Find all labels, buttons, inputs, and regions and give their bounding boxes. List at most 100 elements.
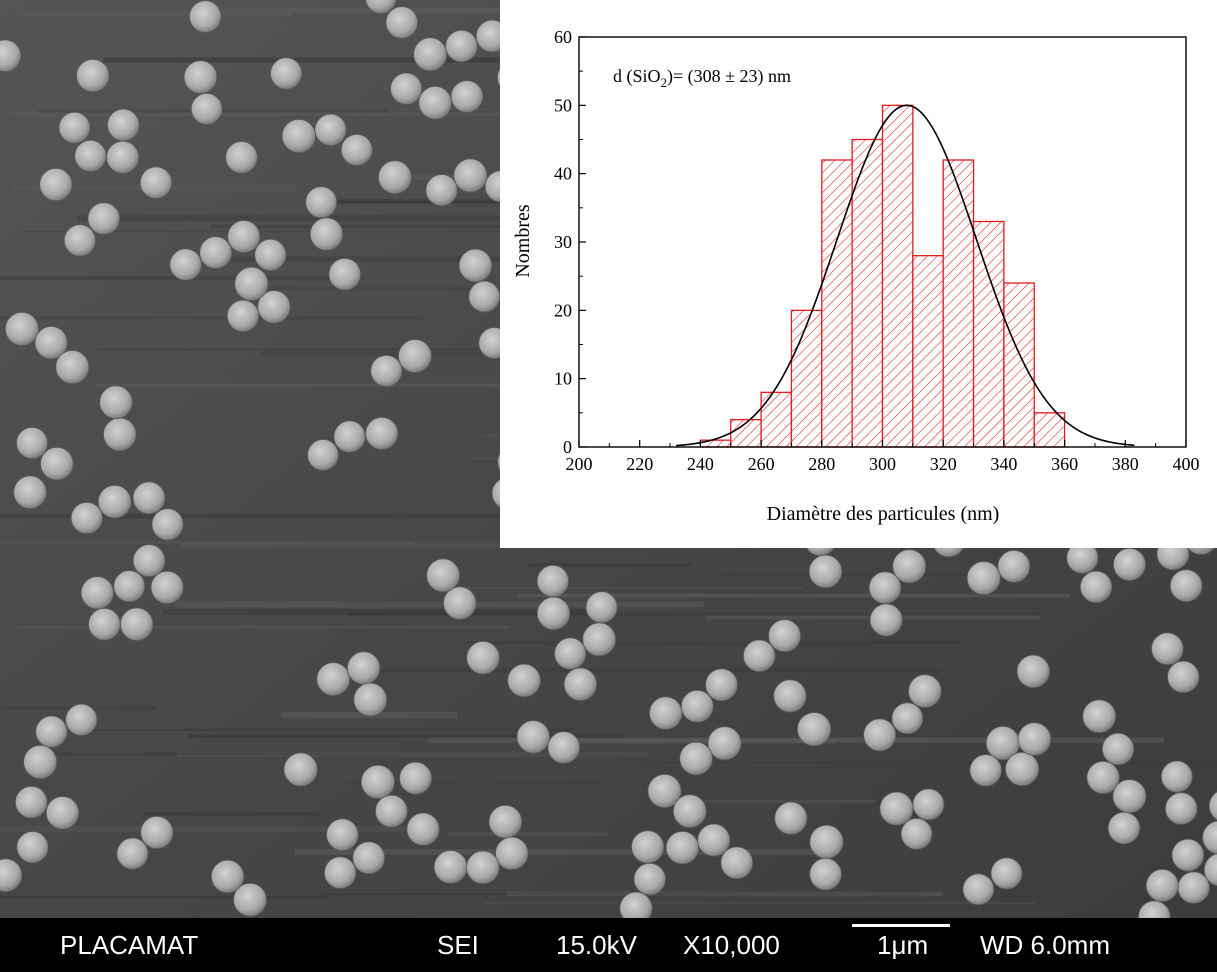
- silica-particle: [468, 280, 501, 313]
- silica-particle: [1160, 760, 1193, 793]
- silica-particle: [365, 416, 399, 450]
- silica-particle: [347, 651, 381, 685]
- silica-particle: [316, 662, 351, 696]
- scan-streak: [0, 316, 423, 320]
- silica-particle: [309, 217, 344, 251]
- silica-particle: [796, 712, 832, 747]
- silica-particle: [990, 857, 1023, 890]
- silica-particle: [1177, 871, 1210, 904]
- silica-particle: [233, 882, 267, 917]
- silica-particle: [16, 831, 49, 864]
- silica-particle: [908, 674, 942, 708]
- silica-particle: [1203, 853, 1217, 887]
- silica-particle: [151, 508, 184, 541]
- gaussian-fit-curve: [676, 104, 1135, 447]
- silica-particle: [365, 0, 397, 14]
- x-tick-label: 380: [1112, 454, 1139, 474]
- silica-particle: [631, 830, 665, 864]
- silica-particle: [649, 696, 683, 730]
- scan-streak: [143, 812, 319, 816]
- silica-particle: [672, 794, 707, 829]
- silica-particle: [426, 558, 461, 593]
- scan-streak: [210, 224, 648, 229]
- silica-particle: [1107, 811, 1141, 845]
- silica-particle: [374, 794, 408, 828]
- x-tick-label: 300: [869, 454, 896, 474]
- silica-particle: [377, 160, 412, 195]
- silica-particle: [808, 554, 843, 589]
- scan-streak: [177, 751, 649, 758]
- silica-particle: [1113, 548, 1147, 582]
- silica-particle: [697, 823, 731, 857]
- histogram-bar: [760, 391, 793, 448]
- silica-particle: [1086, 760, 1120, 795]
- silica-particle: [139, 166, 173, 199]
- histogram-bar: [821, 159, 853, 448]
- silica-particle: [425, 174, 458, 207]
- scan-streak: [19, 231, 570, 233]
- scan-streak: [162, 609, 606, 616]
- y-axis-ticks: 0 10 20 30 40 50 60: [554, 27, 586, 457]
- silica-particle: [226, 299, 260, 333]
- scan-streak: [333, 198, 622, 204]
- silica-particle: [314, 113, 347, 146]
- silica-particle: [4, 311, 39, 346]
- silica-particle: [406, 812, 440, 846]
- silica-particle: [458, 248, 493, 283]
- scan-streak: [294, 848, 823, 855]
- x-tick-label: 400: [1173, 454, 1200, 474]
- silica-particle: [536, 596, 571, 631]
- silica-particle: [869, 603, 903, 637]
- scan-streak: [0, 513, 674, 519]
- silica-particle: [15, 426, 49, 459]
- scan-streak: [545, 643, 869, 647]
- silica-particle: [1151, 632, 1184, 666]
- silica-particle: [169, 248, 202, 281]
- size-distribution-chart: 200 220 240 260 280 300 320 340 360 380 400 010203…: [512, 27, 1200, 525]
- silica-particle: [132, 481, 166, 515]
- silica-particle: [413, 37, 448, 72]
- silica-particle: [1171, 838, 1205, 872]
- detector-label: SEI: [437, 930, 479, 960]
- silica-particle: [507, 663, 541, 698]
- silica-particle: [0, 858, 23, 892]
- scan-streak: [517, 593, 1071, 598]
- x-axis-ticks: 200 220 240 260 280 300 320 340 360 380 400: [566, 440, 1200, 474]
- magnification-label: X10,000: [683, 930, 780, 960]
- silica-particle: [1017, 722, 1052, 756]
- working-distance-label: WD 6.0mm: [980, 930, 1110, 960]
- silica-particle: [582, 622, 617, 657]
- silica-particle: [40, 446, 74, 481]
- silica-particle: [774, 801, 808, 835]
- silica-particle: [399, 761, 433, 795]
- silica-particle: [1082, 699, 1117, 734]
- x-tick-label: 340: [990, 454, 1017, 474]
- silica-particle: [516, 720, 550, 754]
- histogram-bar: [1003, 282, 1035, 448]
- silica-particle: [705, 668, 738, 702]
- scan-streak: [96, 383, 729, 387]
- silica-particle: [900, 818, 933, 850]
- voltage-label: 15.0kV: [556, 930, 637, 960]
- y-tick-label: 40: [554, 164, 572, 184]
- silica-particle: [768, 619, 802, 653]
- silica-particle: [103, 417, 137, 452]
- x-tick-label: 260: [748, 454, 775, 474]
- silica-particle: [324, 856, 357, 889]
- scan-streak: [72, 728, 571, 731]
- silica-particle: [257, 290, 291, 324]
- x-tick-label: 320: [930, 454, 957, 474]
- silica-particle: [868, 571, 902, 604]
- scan-streak: [715, 573, 978, 576]
- scale-bar: [852, 924, 950, 927]
- scan-streak: [461, 587, 803, 589]
- silica-particle: [210, 859, 245, 894]
- silica-particle: [70, 501, 103, 535]
- scan-streak: [506, 891, 943, 897]
- silica-particle: [116, 837, 149, 870]
- silica-particle: [585, 591, 618, 624]
- silica-particle: [450, 80, 484, 113]
- histogram-bar: [790, 309, 823, 448]
- silica-particle: [879, 791, 914, 826]
